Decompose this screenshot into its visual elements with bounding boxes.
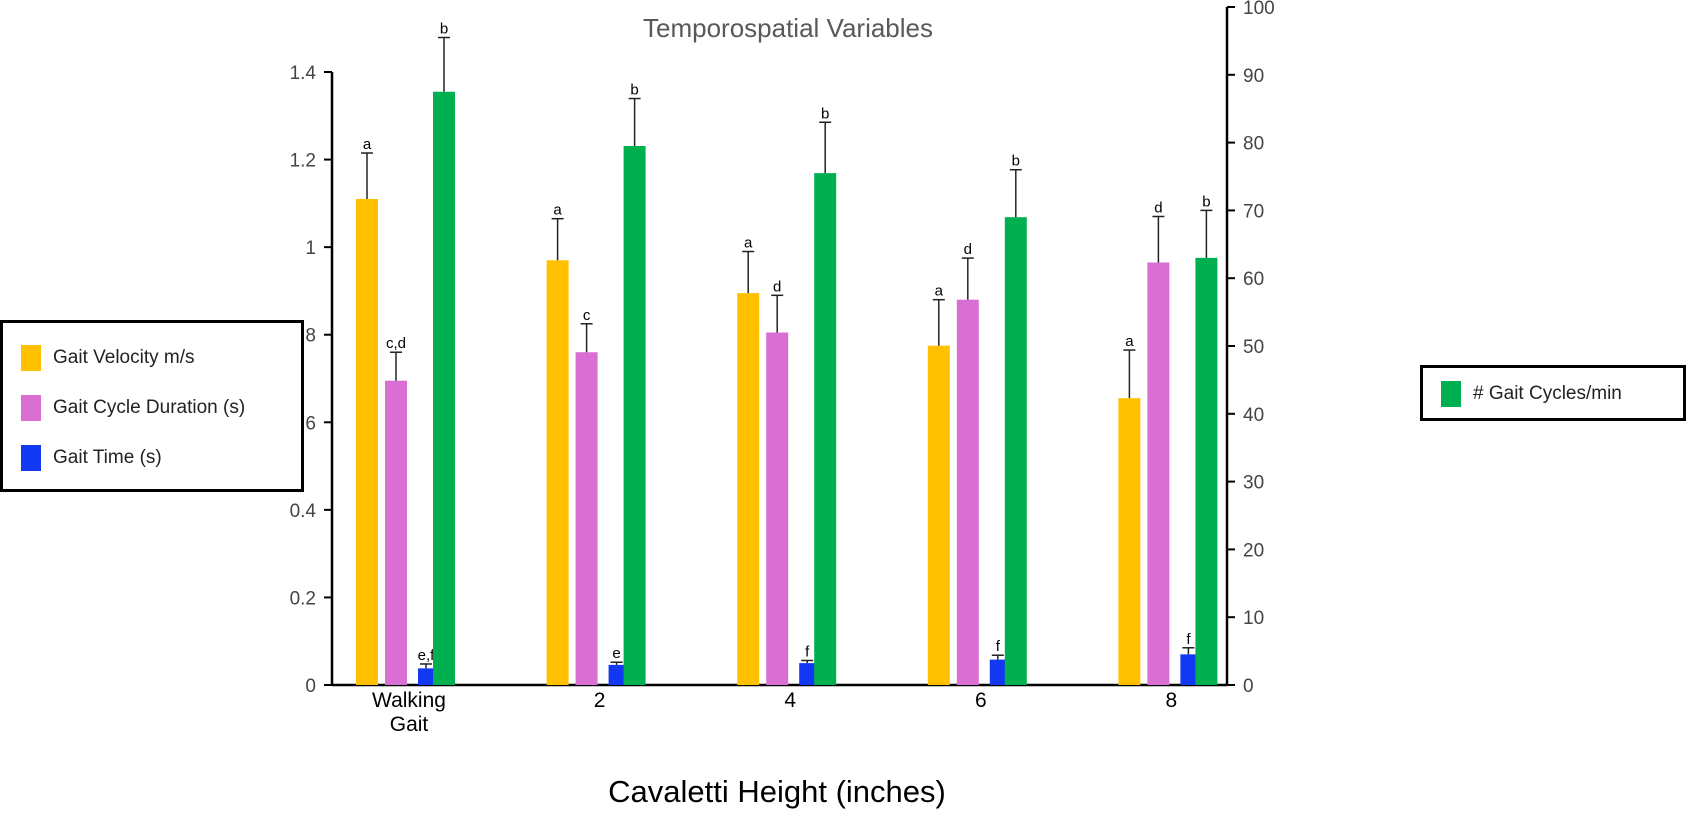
plot-area: 00.20.40.60.811.21.401020304050607080901… [290,0,1275,736]
significance-letter: e,f [418,647,436,664]
bar-gait-cycle-duration [1147,262,1170,685]
legend-swatch-gait-cycles-per-min [1441,381,1461,407]
x-tick-label: 4 [784,689,796,712]
significance-letter: b [821,105,829,122]
significance-letter: d [773,278,781,295]
significance-letter: d [964,241,972,258]
legend-left: Gait Velocity m/s Gait Cycle Duration (s… [0,320,304,492]
x-tick-label: 2 [594,689,606,712]
bar-gait-cycle-duration [385,380,407,685]
legend-item-gait-cycle-duration: Gait Cycle Duration (s) [21,395,245,421]
right-y-tick-label: 50 [1243,337,1264,358]
significance-letter: a [363,136,372,153]
bar-gait-cycles-per-min [1195,257,1218,685]
x-tick-label: 8 [1166,689,1178,712]
bar-gait-time [989,659,1006,685]
legend-swatch-gait-velocity [21,345,41,371]
legend-swatch-gait-cycle-duration [21,395,41,421]
left-y-tick-label: 0.2 [290,588,316,609]
x-tick-label: Gait [390,713,429,736]
right-y-tick-label: 70 [1243,201,1264,222]
bar-gait-cycle-duration [575,352,598,685]
legend-swatch-gait-time [21,445,41,471]
right-y-tick-label: 20 [1243,540,1264,561]
right-y-tick-label: 0 [1243,676,1254,697]
x-axis-title: Cavaletti Height (inches) [608,774,946,809]
bar-gait-time [1180,654,1197,685]
significance-letter: c [583,307,591,324]
legend-item-gait-cycles-per-min: # Gait Cycles/min [1441,381,1622,407]
bar-gait-cycles-per-min [814,173,837,686]
significance-letter: d [1154,199,1162,216]
right-y-tick-label: 60 [1243,269,1264,290]
right-y-tick-label: 10 [1243,608,1264,629]
significance-letter: b [630,82,638,99]
chart-title: Temporospatial Variables [643,13,933,43]
bar-gait-time [608,664,625,685]
significance-letter: b [1012,153,1020,170]
right-y-tick-label: 90 [1243,66,1264,87]
left-y-tick-label: 1.2 [290,151,316,172]
bar-gait-velocity [546,260,569,685]
significance-letter: b [1202,193,1210,210]
bar-gait-time [418,668,434,685]
bar-gait-cycles-per-min [623,145,646,686]
significance-letter: f [805,643,810,660]
left-y-tick-label: 0.4 [290,501,317,522]
significance-letter: f [996,638,1001,655]
bar-gait-velocity [737,293,760,685]
bar-gait-velocity [356,198,378,685]
legend-label-gait-time: Gait Time (s) [53,447,162,468]
significance-letter: e [612,645,620,662]
legend-label-gait-velocity: Gait Velocity m/s [53,347,195,368]
bar-gait-cycle-duration [766,332,789,685]
left-y-tick-label: 1 [305,238,316,259]
right-y-tick-label: 80 [1243,134,1264,155]
legend-item-gait-time: Gait Time (s) [21,445,162,471]
left-y-tick-label: 0 [305,676,316,697]
x-tick-label: 6 [975,689,987,712]
significance-letter: f [1186,631,1191,648]
right-y-tick-label: 30 [1243,473,1264,494]
significance-letter: c,d [386,335,406,352]
right-y-tick-label: 40 [1243,405,1264,426]
bar-gait-cycle-duration [956,299,979,685]
bar-gait-velocity [1118,398,1141,685]
significance-letter: a [553,202,562,219]
x-tick-label: Walking [372,689,446,712]
significance-letter: a [935,283,944,300]
bar-gait-cycles-per-min [1004,217,1027,685]
significance-letter: a [1125,333,1134,350]
right-y-tick-label: 100 [1243,0,1275,19]
bar-gait-cycles-per-min [433,91,455,685]
significance-letter: a [744,235,753,252]
legend-label-gait-cycles-per-min: # Gait Cycles/min [1473,383,1622,404]
bar-gait-time [799,663,816,685]
significance-letter: b [440,21,448,38]
left-y-tick-label: 1.4 [290,63,317,84]
bar-gait-velocity [927,345,950,685]
legend-item-gait-velocity: Gait Velocity m/s [21,345,195,371]
legend-right: # Gait Cycles/min [1420,365,1686,421]
legend-label-gait-cycle-duration: Gait Cycle Duration (s) [53,397,246,418]
